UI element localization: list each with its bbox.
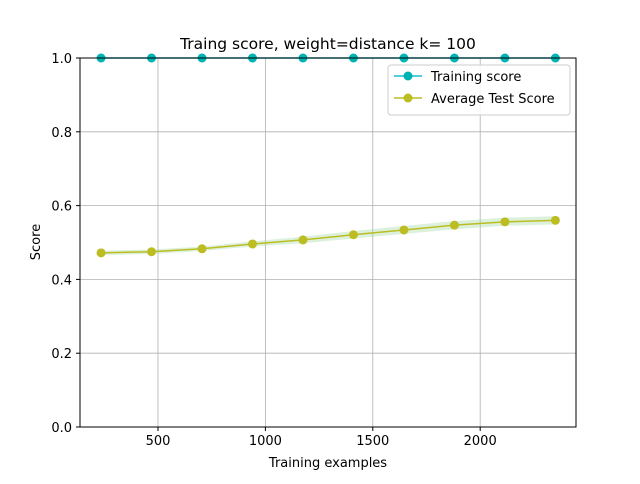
legend-swatch-training-marker bbox=[403, 71, 413, 81]
x-axis-label: Training examples bbox=[268, 456, 387, 471]
x-axis-ticks: 500 1000 1500 2000 bbox=[146, 427, 497, 449]
test-score-point bbox=[399, 225, 409, 235]
y-tick-label: 0.0 bbox=[51, 421, 72, 436]
y-axis-label: Score bbox=[29, 224, 44, 260]
legend-label-test: Average Test Score bbox=[431, 92, 555, 107]
test-score-point bbox=[147, 247, 157, 257]
y-tick-label: 0.4 bbox=[51, 273, 72, 288]
y-tick-label: 0.2 bbox=[51, 347, 72, 362]
legend-label-training: Training score bbox=[430, 70, 521, 85]
x-tick-label: 2000 bbox=[464, 434, 497, 449]
y-tick-label: 0.8 bbox=[51, 126, 72, 141]
x-tick-label: 1500 bbox=[356, 434, 389, 449]
y-tick-label: 0.6 bbox=[51, 200, 72, 215]
test-score-point bbox=[96, 248, 106, 258]
test-score-line bbox=[101, 219, 556, 254]
test-score-point bbox=[348, 230, 358, 240]
legend-swatch-test-marker bbox=[403, 93, 413, 103]
y-tick-label: 1.0 bbox=[51, 52, 72, 67]
legend-box bbox=[387, 64, 571, 116]
test-score-point bbox=[298, 235, 308, 245]
y-axis-ticks: 0.0 0.2 0.4 0.6 0.8 1.0 bbox=[51, 52, 80, 436]
test-score-point bbox=[500, 217, 510, 227]
x-tick-label: 1000 bbox=[249, 434, 282, 449]
x-tick-label: 500 bbox=[146, 434, 171, 449]
test-score-point bbox=[247, 239, 257, 249]
plot-area-frame bbox=[79, 57, 577, 428]
test-score-point bbox=[449, 220, 459, 230]
test-score-point bbox=[550, 215, 560, 225]
test-score-point bbox=[197, 244, 207, 254]
chart-title: Traing score, weight=distance k= 100 bbox=[179, 35, 476, 53]
chart-legend: Training score Average Test Score bbox=[387, 64, 571, 116]
